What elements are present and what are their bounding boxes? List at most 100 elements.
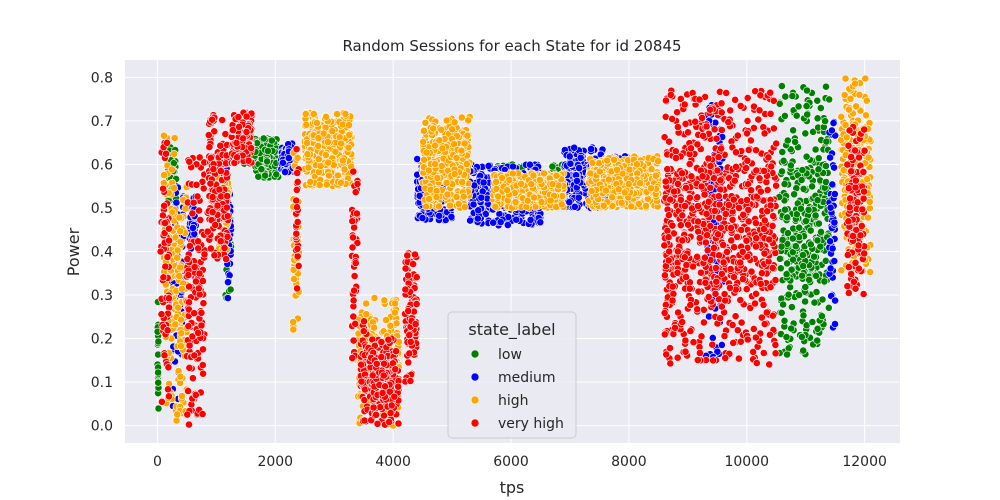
data-point (189, 223, 197, 232)
data-point (798, 271, 806, 280)
data-point (801, 297, 809, 306)
data-point (177, 329, 186, 338)
data-point (825, 95, 834, 104)
data-point (782, 333, 791, 341)
data-point (831, 296, 839, 305)
data-point (813, 114, 822, 123)
data-point (433, 173, 442, 182)
data-point (496, 218, 505, 226)
data-point (811, 145, 820, 154)
data-point (517, 179, 526, 188)
data-point (812, 288, 821, 296)
data-point (802, 152, 811, 161)
data-point (818, 295, 827, 304)
data-point (718, 340, 726, 349)
data-point (312, 119, 321, 127)
data-point (223, 294, 232, 302)
data-point (170, 134, 179, 142)
data-point (795, 291, 803, 299)
data-point (778, 235, 787, 244)
data-point (435, 202, 443, 211)
data-point (787, 161, 795, 170)
data-point (159, 131, 168, 140)
data-point (177, 342, 185, 350)
data-point (817, 227, 825, 236)
data-point (548, 180, 557, 189)
data-point (489, 218, 498, 227)
data-point (479, 178, 488, 187)
data-point (802, 217, 810, 225)
data-point (830, 163, 838, 172)
data-point (787, 265, 796, 274)
data-point (418, 214, 427, 222)
data-point (803, 86, 811, 95)
data-point (783, 350, 791, 359)
data-point (508, 169, 517, 178)
data-point (340, 165, 349, 174)
data-point (263, 157, 271, 166)
data-point (787, 324, 796, 333)
data-point (474, 206, 483, 215)
data-point (303, 150, 312, 159)
data-point (175, 213, 184, 222)
data-point (784, 290, 793, 299)
data-point (362, 299, 370, 308)
data-point (257, 165, 266, 174)
data-point (537, 198, 546, 206)
data-point (799, 311, 808, 320)
data-point (452, 192, 461, 201)
data-point (565, 152, 574, 161)
data-point (464, 116, 473, 125)
data-point (429, 124, 438, 133)
data-point (328, 127, 337, 136)
data-point (442, 178, 451, 187)
data-point (477, 193, 486, 202)
data-point (808, 182, 816, 191)
data-point (821, 117, 829, 126)
data-point (810, 298, 819, 307)
data-point (523, 196, 532, 205)
data-point (494, 192, 502, 201)
data-point (805, 275, 813, 284)
data-point (801, 129, 810, 138)
data-point (818, 312, 826, 321)
data-point (362, 310, 371, 319)
data-point (829, 119, 838, 127)
data-point (338, 156, 347, 165)
data-point (177, 392, 186, 400)
data-point (574, 193, 583, 202)
data-point (176, 372, 185, 381)
data-point (491, 202, 500, 211)
data-point (789, 126, 797, 135)
data-point (503, 221, 512, 229)
data-point (548, 162, 557, 171)
data-point (566, 159, 575, 168)
data-point (422, 202, 430, 211)
data-point (806, 240, 815, 249)
data-point (289, 318, 298, 326)
data-point (813, 96, 822, 105)
data-point (224, 278, 232, 287)
data-point (546, 196, 555, 205)
data-point (529, 171, 538, 180)
data-point (790, 190, 798, 199)
data-point (390, 308, 399, 317)
data-point (801, 283, 810, 291)
data-point (782, 270, 791, 279)
data-point (540, 169, 548, 178)
data-point (448, 125, 457, 134)
data-point (814, 154, 823, 163)
data-point (780, 180, 789, 188)
data-point (777, 308, 786, 317)
data-point (422, 148, 431, 157)
data-point (391, 299, 399, 308)
data-point (447, 212, 456, 221)
data-point (438, 144, 447, 153)
data-point (536, 218, 545, 227)
chart-title: Random Sessions for each State for id 20… (342, 37, 681, 55)
data-point (160, 171, 168, 179)
data-point (552, 171, 561, 180)
data-point (783, 136, 792, 145)
data-point (478, 187, 487, 196)
data-point (799, 184, 808, 193)
